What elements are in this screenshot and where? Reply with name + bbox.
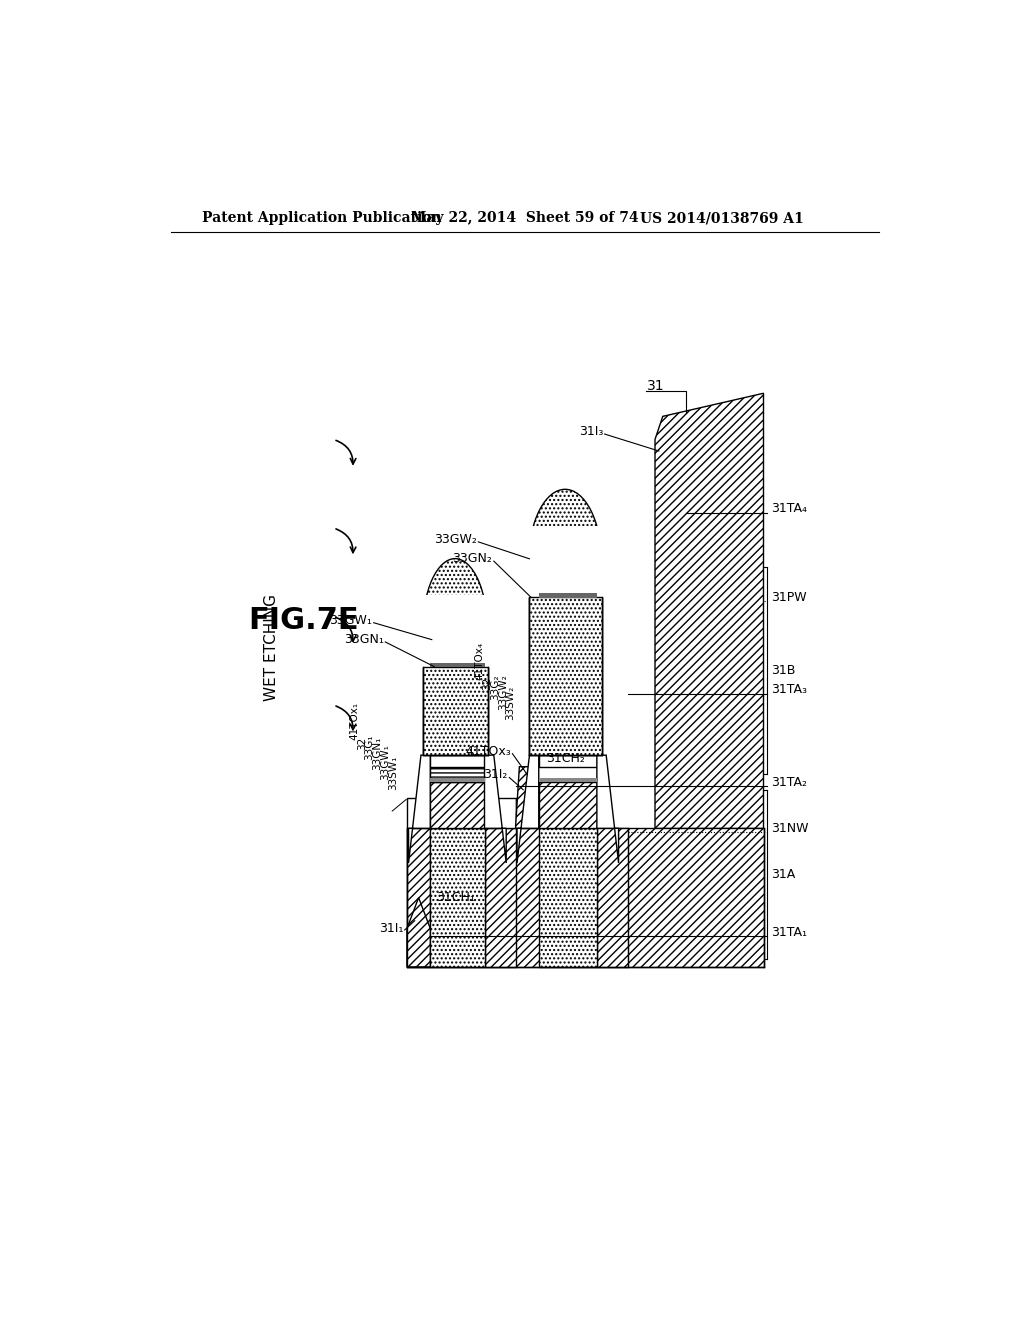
Text: 31I₂: 31I₂ (483, 768, 508, 781)
Bar (423, 667, 487, 755)
Text: Patent Application Publication: Patent Application Publication (202, 211, 441, 226)
Text: FIG.7E: FIG.7E (248, 606, 358, 635)
Text: 33GW₁: 33GW₁ (380, 744, 390, 780)
Text: 33G₁: 33G₁ (365, 734, 375, 760)
Text: 33GW₂: 33GW₂ (498, 675, 508, 710)
Text: 32: 32 (482, 677, 493, 690)
Text: 33GN₂: 33GN₂ (453, 552, 493, 565)
Ellipse shape (528, 490, 601, 634)
Bar (528, 597, 601, 755)
Text: 41TOx₃: 41TOx₃ (465, 744, 511, 758)
Text: WET ETCHING: WET ETCHING (263, 594, 279, 701)
Bar (430, 755, 484, 767)
Text: 33SW₁: 33SW₁ (388, 755, 397, 789)
Bar (423, 667, 487, 755)
Text: 33G₂: 33G₂ (490, 675, 500, 701)
Bar (515, 797, 539, 829)
Text: 31NW: 31NW (771, 822, 809, 834)
Polygon shape (409, 755, 430, 863)
Polygon shape (407, 898, 430, 966)
Text: 32: 32 (356, 737, 367, 750)
Bar (539, 781, 597, 829)
Bar (597, 829, 628, 966)
Ellipse shape (423, 558, 487, 702)
Text: 31: 31 (647, 379, 665, 392)
Text: 31I₃: 31I₃ (579, 425, 603, 438)
Text: 31B: 31B (771, 664, 796, 677)
Bar (484, 829, 515, 966)
Text: 41TOx₄: 41TOx₄ (474, 643, 484, 681)
Text: 33GN₁: 33GN₁ (344, 634, 384, 647)
Polygon shape (515, 767, 539, 829)
Polygon shape (517, 755, 539, 863)
Text: 31CH₂: 31CH₂ (546, 752, 585, 766)
Text: 31PW: 31PW (771, 591, 807, 603)
Text: 31TA₄: 31TA₄ (771, 502, 807, 515)
Text: 33GW₂: 33GW₂ (434, 533, 477, 546)
Bar (539, 755, 597, 767)
Polygon shape (484, 755, 506, 863)
Bar (539, 779, 597, 781)
Bar (527, 527, 603, 598)
Bar (407, 797, 430, 829)
Text: 31A: 31A (771, 869, 796, 880)
Polygon shape (597, 755, 618, 863)
Bar (421, 595, 489, 668)
Text: May 22, 2014  Sheet 59 of 74: May 22, 2014 Sheet 59 of 74 (411, 211, 639, 226)
Text: US 2014/0138769 A1: US 2014/0138769 A1 (640, 211, 803, 226)
Bar (539, 594, 597, 598)
Bar (528, 597, 601, 755)
Polygon shape (655, 393, 764, 829)
Text: 31TA₂: 31TA₂ (771, 776, 807, 788)
Bar (430, 663, 484, 668)
Bar (407, 829, 430, 966)
Text: 33GW₁: 33GW₁ (330, 614, 372, 627)
Text: 33SW₂: 33SW₂ (506, 686, 515, 721)
Bar (539, 829, 597, 966)
Bar (430, 779, 484, 781)
Bar (484, 797, 515, 829)
Bar (430, 825, 484, 829)
Bar (407, 829, 764, 966)
Text: 31TA₃: 31TA₃ (771, 684, 807, 696)
Text: 33GN₁: 33GN₁ (372, 737, 382, 770)
Text: 31CH₁: 31CH₁ (435, 891, 474, 904)
Text: 31I₁: 31I₁ (379, 921, 403, 935)
Bar (430, 767, 484, 781)
Text: 41TOx₁: 41TOx₁ (349, 702, 359, 739)
Text: 31TA₁: 31TA₁ (771, 925, 807, 939)
Bar (430, 781, 484, 829)
Bar (430, 829, 484, 966)
